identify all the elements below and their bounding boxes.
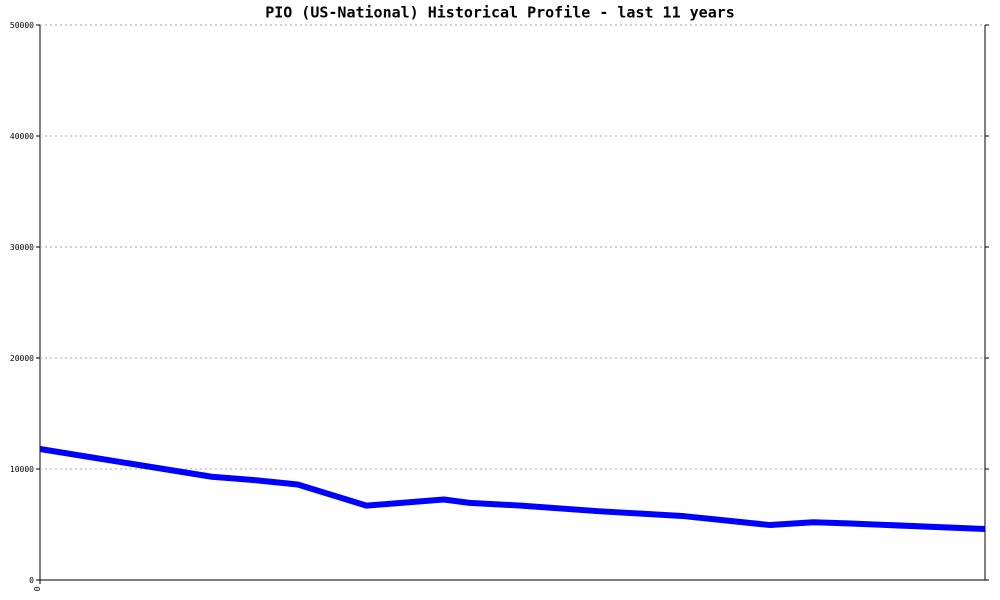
y-tick-label: 0 — [29, 576, 34, 585]
y-tick-label: 30000 — [10, 243, 34, 252]
data-line — [39, 446, 986, 532]
chart-title: PIO (US-National) Historical Profile - l… — [265, 4, 735, 22]
y-tick-label: 50000 — [10, 21, 34, 30]
y-tick-label: 40000 — [10, 132, 34, 141]
x-tick-label: 0 — [33, 586, 42, 591]
y-tick-label: 10000 — [10, 465, 34, 474]
y-tick-label: 20000 — [10, 354, 34, 363]
